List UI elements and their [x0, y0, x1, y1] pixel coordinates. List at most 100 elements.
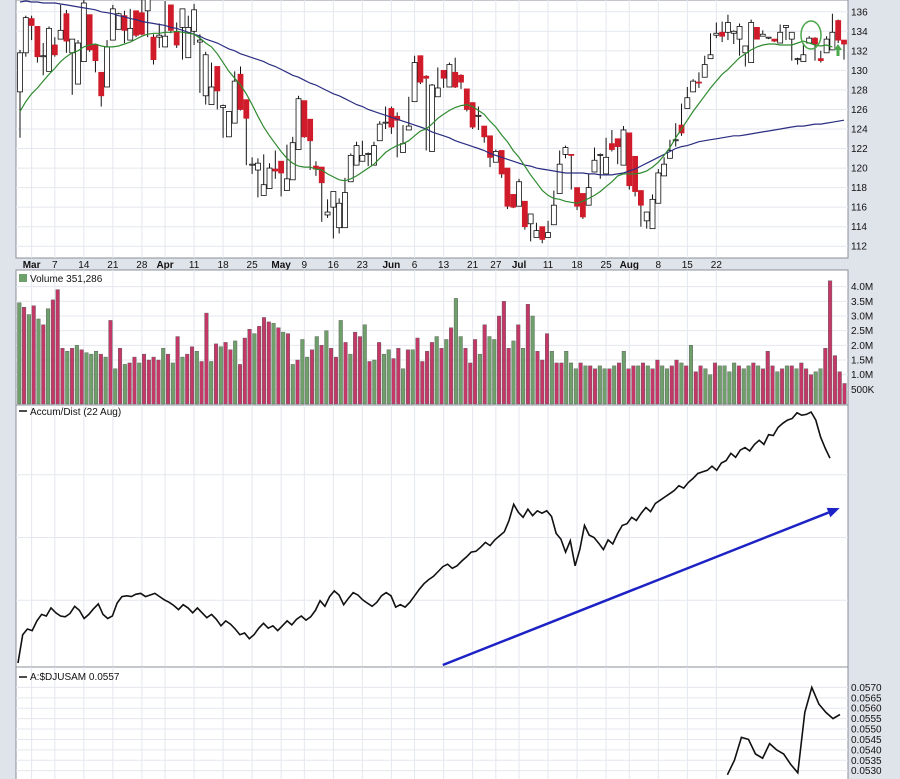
candle-up	[713, 32, 720, 36]
price-y-tick: 126	[851, 105, 868, 116]
candle-up	[620, 129, 627, 166]
volume-bar-up	[410, 349, 415, 405]
volume-bar-down	[545, 333, 550, 405]
volume-bar-up	[103, 356, 108, 405]
volume-bar-up	[660, 365, 665, 405]
candle-up	[492, 151, 499, 163]
volume-bar-down	[333, 356, 338, 405]
ratio-y-tick: 0.0570	[851, 683, 882, 694]
day-label: 27	[490, 260, 502, 271]
candle-up	[365, 153, 372, 155]
candle-up	[661, 163, 668, 177]
volume-bar-down	[242, 337, 247, 405]
candle-down	[51, 44, 58, 56]
candle-down	[696, 81, 702, 84]
candle-down	[614, 138, 621, 147]
candle-up	[196, 39, 203, 43]
volume-bar-up	[252, 333, 257, 405]
day-label: 21	[107, 260, 119, 271]
price-y-tick: 116	[851, 203, 867, 214]
volume-bar-up	[84, 352, 89, 405]
candle-up	[672, 139, 679, 142]
volume-bar-down	[501, 301, 506, 405]
candle-down	[272, 168, 279, 172]
candle-up	[684, 97, 691, 109]
volume-bar-down	[108, 320, 113, 405]
volume-bar-up	[17, 302, 22, 405]
day-label: 6	[412, 260, 418, 271]
price-y-tick: 120	[851, 164, 868, 175]
trendline-arrowhead-icon	[826, 507, 840, 518]
ratio-label: A:$DJUSAM 0.0557	[30, 672, 120, 683]
candle-down	[754, 26, 760, 40]
candle-down	[243, 99, 250, 119]
candle-down	[98, 71, 105, 97]
price-y-tick: 122	[851, 144, 868, 155]
candle-up	[342, 192, 348, 229]
volume-bar-down	[837, 371, 842, 405]
date-x-axis: Mar 7 14 21 28 Apr 11 18 25 May 9 16 23 Jun 6 13 21 27 Jul…	[23, 260, 723, 271]
day-label: 9	[302, 260, 308, 271]
candle-up	[545, 232, 551, 238]
candle-up	[591, 159, 598, 173]
candle-up	[115, 13, 122, 30]
ma-short-line	[19, 30, 833, 204]
price-y-tick: 128	[851, 85, 868, 96]
accum-dist-label: Accum/Dist (22 Aug)	[30, 407, 121, 418]
ma-long-line	[19, 0, 845, 176]
volume-bar-up	[314, 336, 319, 405]
price-y-tick: 112	[851, 242, 867, 253]
candle-up	[556, 163, 563, 194]
candle-up	[701, 64, 708, 78]
candle-up	[707, 54, 714, 60]
volume-bar-up	[679, 362, 684, 405]
volume-bar-up	[26, 314, 31, 405]
volume-bar-down	[669, 365, 674, 405]
candle-up	[109, 8, 116, 41]
volume-y-tick: 4.0M	[851, 282, 873, 293]
day-label: 22	[711, 260, 723, 271]
candle-down	[458, 74, 464, 83]
candle-up	[249, 163, 256, 166]
volume-bar-down	[429, 342, 434, 405]
candle-down	[121, 15, 128, 31]
candle-down	[440, 69, 447, 79]
volume-bar-down	[631, 365, 636, 405]
candle-up	[533, 230, 540, 238]
candle-down	[469, 102, 476, 128]
ratio-grid	[16, 667, 848, 779]
candle-up	[46, 27, 52, 72]
month-label: May	[271, 260, 291, 271]
volume-bar-up	[161, 348, 166, 405]
candle-down	[481, 125, 488, 138]
candle-up	[376, 123, 383, 142]
volume-bar-up	[233, 340, 238, 405]
accum-dist-pane: Accum/Dist (22 Aug)	[15, 404, 849, 668]
volume-bar-down	[607, 368, 612, 405]
volume-bar-down	[142, 353, 147, 405]
volume-bar-down	[449, 327, 454, 405]
volume-bar-up	[36, 318, 41, 405]
candle-down	[92, 44, 99, 62]
volume-bar-up	[645, 365, 650, 405]
volume-bar-down	[405, 349, 410, 405]
candle-up	[434, 87, 441, 98]
candle-down	[237, 73, 244, 110]
volume-bar-down	[127, 362, 132, 405]
price-y-tick: 114	[851, 222, 867, 233]
volume-bar-down	[559, 362, 564, 405]
volume-bar-down	[70, 348, 75, 405]
candle-up	[260, 184, 267, 196]
candle-up	[829, 31, 836, 51]
candle-down	[835, 20, 842, 41]
candle-up	[347, 154, 354, 183]
price-y-tick: 130	[851, 66, 868, 77]
candle-up	[585, 187, 592, 206]
volume-bar-down	[50, 299, 55, 405]
volume-bar-down	[516, 324, 521, 405]
price-y-axis: 112 114 116 118 120 122 124 126 128 130 132 134 136	[851, 7, 868, 252]
volume-bar-down	[190, 346, 195, 405]
candle-up	[75, 42, 81, 85]
candle-up	[22, 17, 29, 54]
